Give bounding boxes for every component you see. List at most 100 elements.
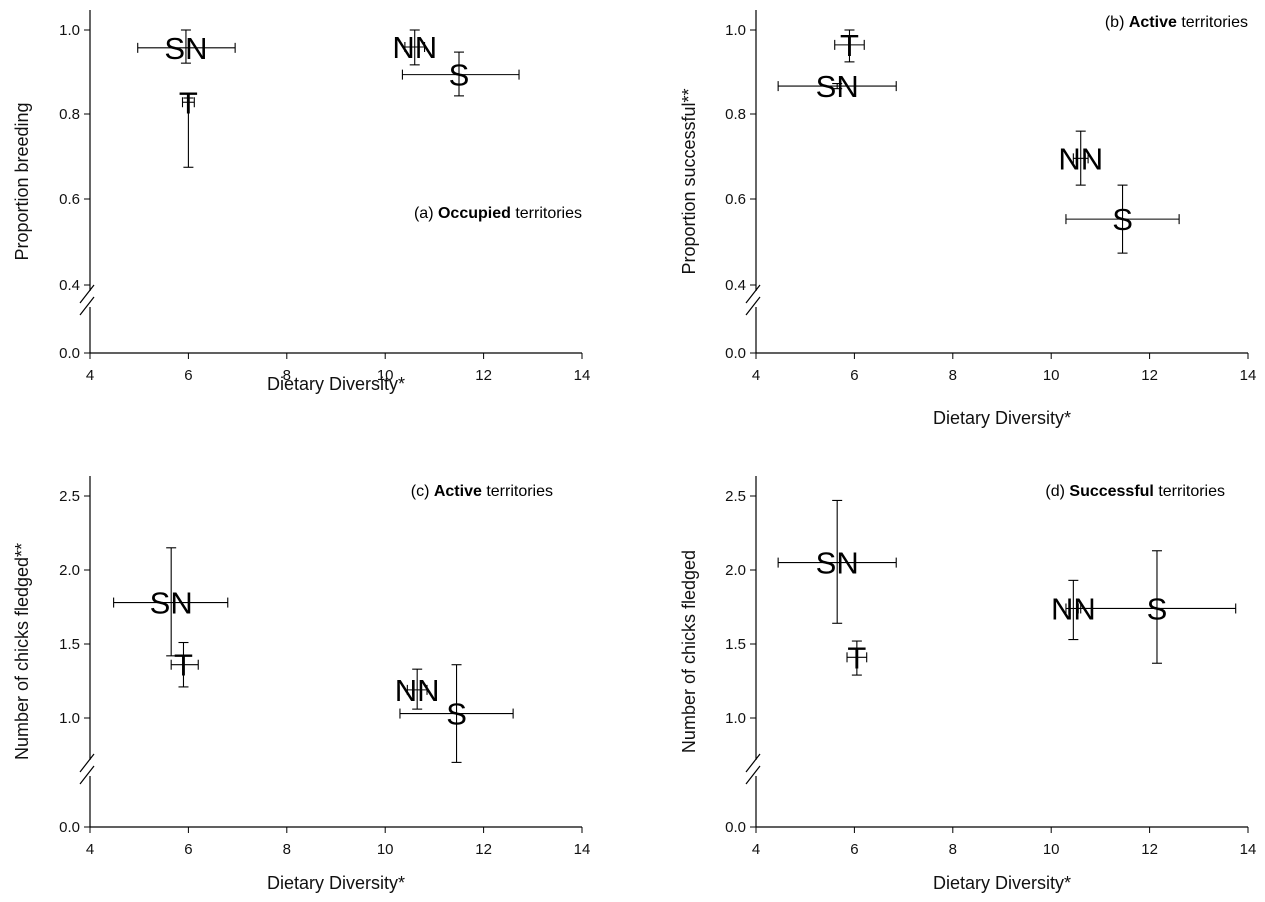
panel-d: 4 6 8 10 12 14 0.0 1.0 1.5 2.0 2.5 Dietary Diversit… — [679, 476, 1256, 893]
annotation-suffix: territories — [511, 205, 582, 222]
panel-annotation: (d) Successful territories — [1045, 483, 1225, 500]
data-point-s: S — [401, 51, 520, 97]
x-tick-label: 8 — [283, 841, 291, 858]
y-axis-label: Number of chicks fledged** — [12, 543, 32, 760]
x-tick-label: 14 — [1240, 841, 1257, 858]
x-tick-label: 6 — [850, 841, 858, 858]
x-tick-label: 4 — [86, 367, 94, 384]
data-point-sn: SN — [777, 499, 897, 624]
x-axis-label: Dietary Diversity* — [933, 873, 1071, 893]
data-point-sn: SN — [777, 69, 897, 104]
data-point-nn: NN — [392, 29, 437, 66]
y-tick-label: 1.0 — [59, 710, 80, 727]
data-point-s: S — [399, 664, 514, 763]
y-tick-label: 1.5 — [725, 636, 746, 653]
x-tick-label: 10 — [377, 367, 394, 384]
point-label: SN — [150, 586, 193, 621]
data-point-t: T — [179, 85, 198, 168]
x-tick-label: 8 — [949, 841, 957, 858]
x-tick-label: 6 — [184, 841, 192, 858]
data-point-t: T — [846, 640, 868, 676]
y-tick-label: 2.0 — [725, 562, 746, 579]
y-axis-label: Proportion breeding — [12, 102, 32, 260]
y-tick-label: 1.5 — [59, 636, 80, 653]
point-label: NN — [392, 30, 437, 65]
data-point-nn: NN — [395, 668, 440, 710]
y-tick-label: 0.4 — [725, 277, 746, 294]
point-label: T — [179, 85, 198, 120]
y-tick-label: 2.0 — [59, 562, 80, 579]
y-axis-label: Proportion successful** — [679, 88, 699, 274]
x-tick-label: 6 — [850, 367, 858, 384]
x-tick-label: 8 — [949, 367, 957, 384]
panel-annotation: (a) Occupied territories — [414, 205, 582, 222]
panel-a: 4 6 8 10 12 14 0.0 0.4 0.6 0.8 1.0 Dietary Diversit… — [12, 10, 590, 394]
axis-break-mark — [745, 284, 761, 304]
point-label: T — [174, 648, 193, 683]
data-point-t: T — [170, 641, 199, 688]
annotation-bold: Active — [434, 483, 482, 500]
axis-break-mark — [79, 765, 95, 785]
y-tick-label: 0.8 — [59, 106, 80, 123]
y-tick-label: 2.5 — [59, 488, 80, 505]
x-tick-label: 8 — [283, 367, 291, 384]
point-label: NN — [1058, 141, 1103, 176]
x-axis-label: Dietary Diversity* — [267, 374, 405, 394]
x-tick-label: 10 — [1043, 367, 1060, 384]
annotation-bold: Occupied — [438, 205, 511, 222]
data-point-s: S — [1077, 550, 1237, 664]
data-point-sn: SN — [113, 547, 229, 657]
data-point-nn: NN — [1058, 130, 1103, 186]
data-point-t: T — [834, 28, 865, 63]
data-point-s: S — [1065, 184, 1180, 254]
point-label: NN — [395, 673, 440, 708]
x-tick-label: 12 — [1141, 841, 1158, 858]
x-tick-label: 14 — [1240, 367, 1257, 384]
annotation-bold: Successful — [1069, 483, 1153, 500]
y-tick-label: 0.0 — [59, 819, 80, 836]
x-tick-label: 4 — [752, 367, 760, 384]
x-tick-label: 4 — [86, 841, 94, 858]
y-tick-label: 0.8 — [725, 106, 746, 123]
annotation-prefix: (c) — [411, 483, 434, 500]
point-label: SN — [816, 546, 859, 581]
x-tick-label: 12 — [475, 841, 492, 858]
annotation-prefix: (d) — [1045, 483, 1069, 500]
x-axis-label: Dietary Diversity* — [267, 873, 405, 893]
point-label: S — [1112, 202, 1133, 237]
x-tick-label: 12 — [1141, 367, 1158, 384]
y-tick-label: 0.0 — [59, 345, 80, 362]
x-tick-label: 12 — [475, 367, 492, 384]
panel-b: 4 6 8 10 12 14 0.0 0.4 0.6 0.8 1.0 Dietary Diversit… — [679, 10, 1256, 428]
point-label: S — [449, 58, 470, 93]
point-label: S — [1147, 591, 1168, 626]
annotation-prefix: (b) — [1105, 14, 1129, 31]
annotation-suffix: territories — [482, 483, 553, 500]
axis-break-mark — [79, 284, 95, 304]
y-tick-label: 0.0 — [725, 819, 746, 836]
panel-annotation: (b) Active territories — [1105, 14, 1248, 31]
y-tick-label: 1.0 — [725, 22, 746, 39]
x-axis-label: Dietary Diversity* — [933, 408, 1071, 428]
annotation-prefix: (a) — [414, 205, 438, 222]
axis-break-mark — [79, 753, 95, 773]
y-tick-label: 0.6 — [59, 191, 80, 208]
x-tick-label: 14 — [574, 367, 591, 384]
point-label: SN — [816, 69, 859, 104]
axis-break-mark — [79, 296, 95, 316]
axis-break-mark — [745, 753, 761, 773]
y-tick-label: 0.0 — [725, 345, 746, 362]
panel-annotation: (c) Active territories — [411, 483, 553, 500]
y-tick-label: 0.4 — [59, 277, 80, 294]
y-tick-label: 0.6 — [725, 191, 746, 208]
data-point-nn: NN — [1051, 579, 1096, 641]
x-tick-label: 4 — [752, 841, 760, 858]
x-tick-label: 14 — [574, 841, 591, 858]
y-tick-label: 2.5 — [725, 488, 746, 505]
x-tick-label: 10 — [377, 841, 394, 858]
x-tick-label: 10 — [1043, 841, 1060, 858]
panel-c: 4 6 8 10 12 14 0.0 1.0 1.5 2.0 2.5 Dietary Diversit… — [12, 476, 590, 893]
point-label: T — [840, 28, 859, 63]
point-label: S — [446, 697, 467, 732]
